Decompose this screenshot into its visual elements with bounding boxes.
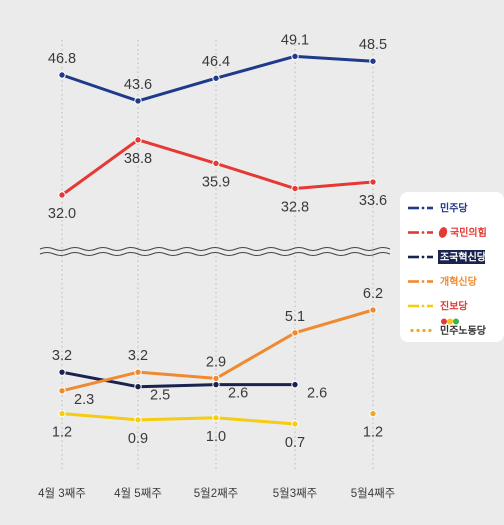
data-point: [212, 380, 220, 389]
data-point: [134, 416, 142, 424]
legend-swatch-dot: [421, 280, 425, 283]
data-point: [212, 159, 220, 168]
x-tick-label: 4월 3째주: [38, 487, 86, 500]
party-logo-icon: [438, 250, 485, 264]
data-label: 1.2: [52, 425, 72, 441]
legend-box: [400, 192, 504, 342]
legend-swatch-dot: [421, 206, 425, 210]
x-tick-label: 5월4째주: [351, 487, 396, 500]
legend-swatch-dot: [421, 255, 425, 259]
legend-swatch-dot: [416, 328, 420, 333]
x-tick-label: 5월3째주: [273, 487, 318, 500]
legend-label: 조국혁신당: [440, 251, 487, 264]
data-label: 5.1: [285, 309, 305, 325]
party-logo-icon: [453, 318, 459, 325]
data-point: [369, 409, 377, 418]
data-label: 38.8: [124, 151, 152, 167]
legend-swatch-dot: [421, 304, 425, 308]
data-label: 3.2: [52, 348, 72, 364]
data-point: [58, 191, 66, 199]
data-label: 3.2: [128, 348, 148, 364]
axis-break: [39, 247, 391, 256]
legend-item: 국민의힘: [408, 226, 487, 239]
data-point: [291, 420, 299, 428]
data-label: 49.1: [281, 32, 309, 48]
data-label: 46.4: [202, 54, 230, 70]
data-point: [58, 409, 66, 418]
data-point: [58, 387, 66, 395]
data-point: [369, 178, 377, 186]
data-label: 2.6: [228, 386, 248, 402]
data-label: 0.7: [285, 435, 305, 451]
data-point: [291, 380, 299, 389]
data-label: 35.9: [202, 174, 230, 190]
series-line-3: [60, 370, 297, 389]
data-point: [134, 97, 142, 105]
legend-label: 민주노동당: [440, 324, 487, 337]
legend-label: 진보당: [440, 300, 468, 313]
grid-lines: [61, 40, 374, 470]
party-logo-icon: [438, 227, 448, 238]
axis-break-line-bottom: [39, 252, 391, 256]
data-label: 2.6: [307, 386, 327, 402]
data-point: [134, 136, 142, 144]
data-label: 32.0: [48, 206, 76, 222]
data-point: [212, 374, 220, 383]
data-label: 2.5: [150, 388, 170, 404]
data-label: 46.8: [48, 51, 76, 67]
data-point: [58, 71, 66, 79]
data-point: [134, 368, 142, 376]
data-point: [212, 74, 220, 82]
legend-label: 개혁신당: [440, 275, 478, 288]
axis-break-line-top: [39, 247, 391, 251]
data-point: [291, 329, 299, 337]
data-label: 48.5: [359, 37, 387, 53]
legend-swatch-dot: [428, 328, 432, 333]
legend-item: 조국혁신당: [408, 250, 487, 264]
data-label: 1.0: [206, 429, 226, 445]
legend-item: 민주당: [408, 202, 468, 215]
data-point: [291, 52, 299, 61]
data-point: [369, 306, 377, 314]
data-labels: 46.8 43.6 46.4 49.1 48.5 32.0 38.8 35.9 32.8 33.6…: [48, 32, 387, 451]
x-tick-label: 5월2째주: [194, 487, 239, 500]
data-point: [369, 57, 377, 65]
legend-item: 개혁신당: [408, 275, 478, 288]
data-label: 6.2: [363, 286, 383, 302]
data-point: [291, 184, 299, 193]
data-label: 43.6: [124, 77, 152, 93]
x-axis-ticks: 4월 3째주 4월 5째주 5월2째주 5월3째주 5월4째주: [38, 487, 395, 500]
series-markers: [58, 52, 377, 428]
data-label: 0.9: [128, 431, 148, 447]
legend-item: 민주노동당: [410, 318, 487, 337]
data-point: [58, 368, 66, 376]
legend-swatch-dot: [410, 328, 414, 333]
data-label: 2.3: [74, 392, 94, 408]
party-logo-icon: [441, 318, 447, 325]
data-label: 2.9: [206, 354, 226, 370]
legend-swatch-dot: [421, 231, 425, 234]
legend-item: 진보당: [408, 300, 468, 313]
party-logo-icon: [447, 318, 453, 325]
series-line-5: [60, 412, 297, 426]
data-label: 1.2: [363, 425, 383, 441]
data-label: 33.6: [359, 193, 387, 209]
series-lines: [60, 54, 375, 426]
legend-label: 국민의힘: [450, 226, 487, 239]
data-label: 32.8: [281, 200, 309, 216]
data-point: [212, 414, 220, 422]
legend-label: 민주당: [440, 202, 468, 215]
data-point: [134, 382, 142, 391]
legend-swatch-dot: [422, 328, 426, 333]
x-tick-label: 4월 5째주: [114, 487, 162, 500]
